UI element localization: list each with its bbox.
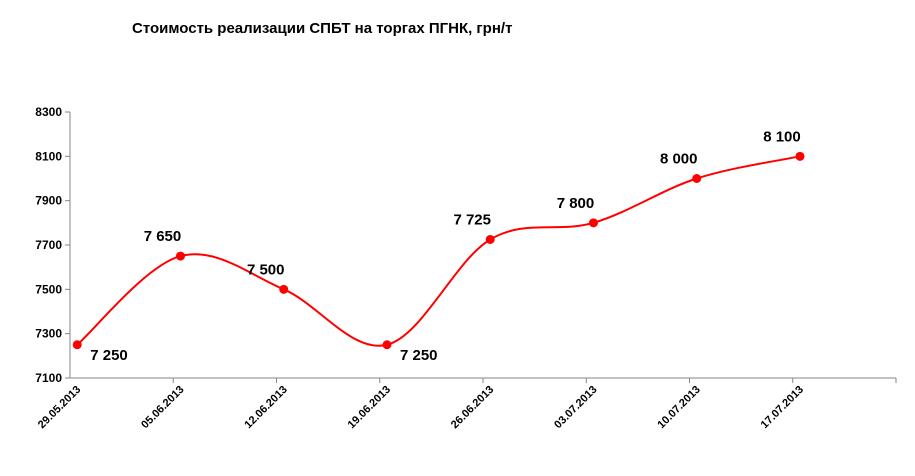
data-label: 8 000 — [660, 151, 698, 168]
x-tick-label: 12.06.2013 — [242, 384, 289, 431]
data-point — [175, 251, 185, 261]
x-tick-label: 03.07.2013 — [552, 384, 599, 431]
data-point — [795, 151, 805, 161]
chart-title: Стоимость реализации СПБТ на торгах ПГНК… — [132, 20, 512, 37]
data-label: 7 250 — [90, 347, 128, 364]
x-tick-label: 05.06.2013 — [139, 384, 186, 431]
y-tick-label: 8300 — [35, 105, 62, 119]
data-point — [485, 234, 495, 244]
data-label: 7 725 — [453, 211, 491, 228]
data-labels: 7 250 7 650 7 500 7 250 7 725 7 800 8 000 8 100 — [90, 128, 801, 363]
x-tick-label: 26.06.2013 — [449, 384, 496, 431]
series-line — [76, 155, 801, 347]
x-tick-label: 29.05.2013 — [36, 384, 83, 431]
data-point — [72, 340, 82, 350]
y-tick-label: 7100 — [35, 371, 62, 385]
y-tick-label: 7700 — [35, 238, 62, 252]
data-label: 7 650 — [144, 228, 182, 245]
y-tick-label: 7300 — [35, 327, 62, 341]
data-label: 8 100 — [763, 128, 801, 145]
y-tick-label: 7500 — [35, 282, 62, 296]
y-tick-label: 7900 — [35, 194, 62, 208]
data-point — [692, 174, 702, 183]
data-point — [382, 340, 392, 350]
data-label: 7 250 — [400, 347, 438, 364]
x-tick-label: 10.07.2013 — [655, 384, 702, 431]
y-tick-label: 8100 — [35, 149, 62, 163]
x-tick-label: 17.07.2013 — [759, 384, 806, 431]
data-label: 7 500 — [247, 261, 285, 278]
x-axis-ticks: 29.05.2013 05.06.2013 12.06.2013 19.06.2013… — [36, 378, 897, 431]
data-point — [588, 218, 598, 228]
data-points — [72, 151, 805, 350]
data-point — [279, 284, 289, 294]
data-label: 7 800 — [557, 195, 595, 212]
x-tick-label: 19.06.2013 — [346, 384, 393, 431]
y-axis-ticks: 7100 7300 7500 7700 7900 8100 8300 — [35, 105, 70, 385]
